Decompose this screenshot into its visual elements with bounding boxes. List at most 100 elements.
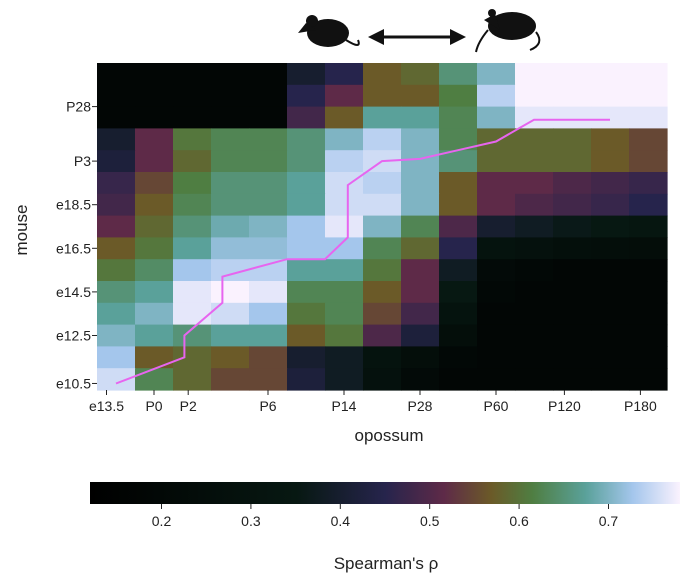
y-tick-label: e18.5 [56,197,91,213]
heatmap-cell [325,172,364,195]
heatmap-cell [629,215,668,238]
heatmap-cell [515,324,554,347]
heatmap-cell [439,346,478,369]
heatmap-cell [591,259,630,282]
heatmap-cell [553,193,592,217]
heatmap-cell [287,63,326,86]
heatmap-cell [287,368,326,391]
heatmap-cell [591,172,630,195]
heatmap-cell [477,193,516,217]
heatmap-cell [249,281,288,304]
heatmap-cell [325,368,364,391]
heatmap-cell [249,128,288,151]
heatmap-cell [97,106,136,129]
x-tick-label: P14 [332,398,357,414]
heatmap-cell [363,346,402,369]
heatmap-cell [97,368,136,391]
heatmap-cell [553,324,592,347]
heatmap-cell [249,302,288,326]
heatmap-cell [287,215,326,238]
y-tick-label: P3 [74,153,91,169]
heatmap-cell [629,63,668,86]
heatmap-cell [477,106,516,129]
heatmap-cell [211,193,250,217]
heatmap-cell [515,63,554,86]
heatmap-cell [249,193,288,217]
colorbar-tick-label: 0.7 [599,513,619,529]
heatmap-cell [173,302,212,326]
heatmap-cell [97,150,136,173]
heatmap-cell [629,128,668,151]
heatmap-cell [173,259,212,282]
heatmap-cell [363,281,402,304]
heatmap-cell [249,259,288,282]
heatmap-cell [401,281,440,304]
heatmap-cell [401,172,440,195]
heatmap-cell [401,106,440,129]
heatmap-cell [591,63,630,86]
heatmap-cell [97,172,136,195]
heatmap-cell [135,128,174,151]
heatmap-cell [287,259,326,282]
heatmap-cell [211,346,250,369]
y-tick-label: e10.5 [56,375,91,391]
heatmap-cell [591,106,630,129]
heatmap-cell [97,215,136,238]
heatmap-cell [173,346,212,369]
heatmap-cell [439,237,478,260]
heatmap-cell [287,193,326,217]
heatmap-cell [591,346,630,369]
colorbar-tick-label: 0.5 [420,513,440,529]
heatmap-cell [553,63,592,86]
heatmap-cell [515,302,554,326]
heatmap-cell [249,346,288,369]
heatmap-cell [401,193,440,217]
x-tick-label: P28 [408,398,433,414]
heatmap-cell [515,346,554,369]
heatmap-cell [211,215,250,238]
heatmap-cell [439,150,478,173]
heatmap-cell [287,237,326,260]
heatmap-cell [439,281,478,304]
heatmap-cell [553,172,592,195]
heatmap-cells [97,63,668,391]
heatmap-cell [591,215,630,238]
heatmap-cell [439,106,478,129]
heatmap-cell [135,302,174,326]
heatmap-cell [211,84,250,108]
colorbar [90,482,680,504]
heatmap-cell [553,150,592,173]
y-tick-label: P28 [66,99,91,115]
x-tick-label: P6 [259,398,276,414]
heatmap-cell [553,368,592,391]
heatmap-cell [249,63,288,86]
heatmap-cell [249,150,288,173]
heatmap-cell [287,346,326,369]
opossum-silhouette-icon [475,9,541,53]
heatmap-cell [401,150,440,173]
heatmap-cell [173,128,212,151]
heatmap-cell [629,302,668,326]
heatmap-cell [629,193,668,217]
heatmap-cell [97,84,136,108]
heatmap-cell [477,368,516,391]
heatmap-cell [591,302,630,326]
heatmap-cell [363,368,402,391]
heatmap-cell [211,150,250,173]
heatmap-cell [135,106,174,129]
colorbar-ticks: 0.2 0.3 0.4 0.5 0.6 0.7 [152,504,619,529]
heatmap-cell [325,259,364,282]
heatmap-cell [515,368,554,391]
heatmap-cell [515,237,554,260]
heatmap-cell [173,324,212,347]
heatmap-cell [287,302,326,326]
heatmap-cell [211,324,250,347]
heatmap-cell [287,128,326,151]
heatmap-cell [135,63,174,86]
heatmap-cell [553,346,592,369]
heatmap-cell [515,215,554,238]
x-tick-label: P0 [145,398,162,414]
heatmap-cell [629,324,668,347]
heatmap-cell [325,150,364,173]
